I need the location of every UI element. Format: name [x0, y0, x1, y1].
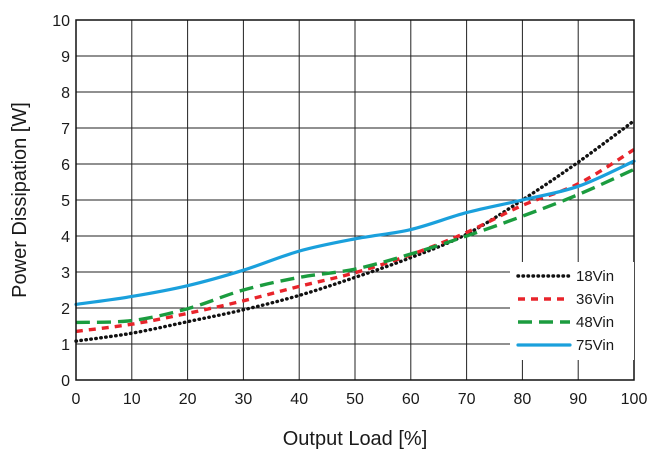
y-tick-label: 2 — [61, 301, 70, 318]
y-tick-label: 10 — [52, 13, 70, 30]
y-tick-label: 8 — [61, 85, 70, 102]
x-axis-ticks: 0 10 20 30 40 50 60 70 80 90 100 — [72, 391, 648, 408]
y-tick-label: 6 — [61, 157, 70, 174]
series-line-36vin — [75, 148, 635, 334]
y-tick-label: 4 — [61, 229, 70, 246]
legend-label-75vin: 75Vin — [576, 337, 614, 354]
x-tick-label: 0 — [72, 391, 81, 408]
series-line-75vin — [74, 159, 636, 306]
series-lines — [74, 119, 636, 343]
x-tick-label: 70 — [458, 391, 476, 408]
y-tick-label: 7 — [61, 121, 70, 138]
x-axis-title: Output Load [%] — [283, 428, 428, 449]
y-tick-label: 0 — [61, 373, 70, 390]
x-tick-label: 100 — [621, 391, 648, 408]
x-tick-label: 90 — [569, 391, 587, 408]
legend-label-36vin: 36Vin — [576, 291, 614, 308]
legend-label-48vin: 48Vin — [576, 314, 614, 331]
x-tick-label: 10 — [123, 391, 141, 408]
legend: 18Vin 36Vin 48Vin 75Vin — [510, 262, 634, 360]
x-tick-label: 40 — [290, 391, 308, 408]
y-tick-label: 5 — [61, 193, 70, 210]
y-axis-title: Power Dissipation [W] — [9, 102, 31, 298]
y-tick-label: 3 — [61, 265, 70, 282]
y-tick-label: 9 — [61, 49, 70, 66]
x-tick-label: 80 — [514, 391, 532, 408]
plot-frame — [75, 19, 635, 381]
x-tick-label: 20 — [179, 391, 197, 408]
x-tick-label: 50 — [346, 391, 364, 408]
legend-label-18vin: 18Vin — [576, 268, 614, 285]
series-line-18vin — [74, 119, 636, 343]
x-tick-label: 60 — [402, 391, 420, 408]
x-tick-label: 30 — [235, 391, 253, 408]
y-axis-ticks: 0 1 2 3 4 5 6 7 8 9 10 — [52, 13, 70, 390]
y-tick-label: 1 — [61, 337, 70, 354]
series-line-48vin — [75, 167, 635, 325]
